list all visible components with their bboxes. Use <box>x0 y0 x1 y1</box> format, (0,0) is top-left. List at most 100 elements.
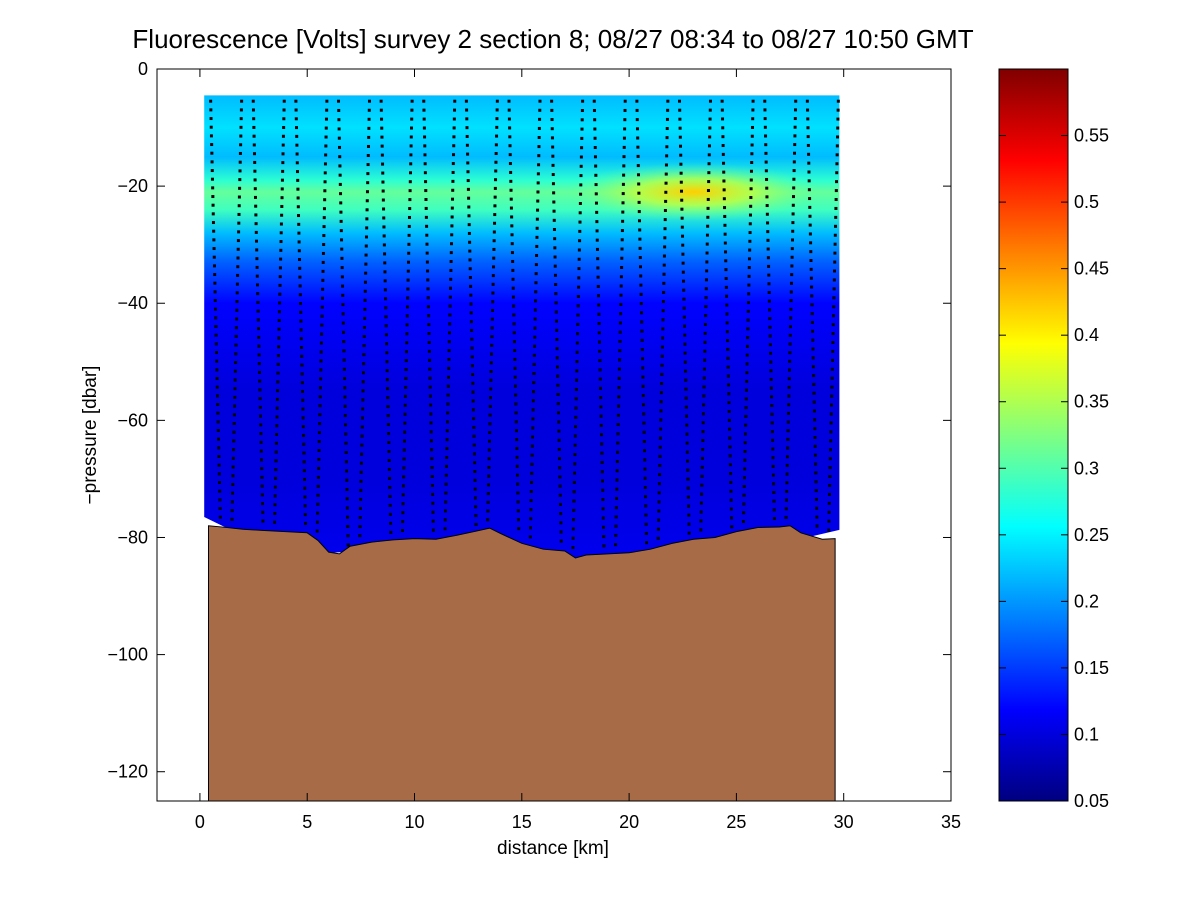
profile-sample <box>744 406 748 410</box>
profile-sample <box>639 283 643 287</box>
profile-sample <box>787 385 791 389</box>
profile-sample <box>579 192 583 196</box>
profile-sample <box>659 409 663 413</box>
profile-sample <box>703 331 707 335</box>
profile-sample <box>344 423 348 427</box>
profile-sample <box>768 308 772 312</box>
profile-sample <box>836 117 840 121</box>
profile-sample <box>550 136 554 140</box>
profile-sample <box>494 160 498 164</box>
profile-sample <box>318 386 322 390</box>
profile-sample <box>786 411 790 415</box>
profile-sample <box>276 371 280 375</box>
profile-sample <box>723 206 727 210</box>
profile-sample <box>239 125 243 129</box>
profile-sample <box>666 108 670 112</box>
profile-sample <box>769 351 773 355</box>
profile-sample <box>659 427 663 431</box>
profile-sample <box>402 439 406 443</box>
profile-sample <box>836 108 840 112</box>
profile-sample <box>509 179 513 183</box>
profile-sample <box>213 290 217 294</box>
profile-sample <box>765 195 769 199</box>
profile-sample <box>685 441 689 445</box>
profile-sample <box>294 108 298 112</box>
profile-sample <box>493 186 497 190</box>
profile-sample <box>256 300 260 304</box>
profile-sample <box>424 215 428 219</box>
profile-sample <box>702 376 706 380</box>
profile-sample <box>658 445 662 449</box>
profile-sample <box>318 404 322 408</box>
profile-cast <box>251 99 265 523</box>
profile-sample <box>829 439 833 443</box>
profile-sample <box>429 421 433 425</box>
profile-sample <box>346 543 350 547</box>
profile-sample <box>685 414 689 418</box>
profile-sample <box>426 296 430 300</box>
profile-sample <box>317 466 321 470</box>
profile-sample <box>832 305 836 309</box>
profile-sample <box>315 520 319 524</box>
profile-sample <box>746 301 750 305</box>
profile-sample <box>708 108 712 112</box>
profile-sample <box>704 287 708 291</box>
profile-sample <box>447 357 451 361</box>
profile-sample <box>704 296 708 300</box>
profile-sample <box>316 484 320 488</box>
profile-sample <box>700 456 704 460</box>
profile-sample <box>277 336 281 340</box>
profile-sample <box>324 135 328 139</box>
profile-sample <box>614 543 618 547</box>
profile-sample <box>574 415 578 419</box>
profile-sample <box>425 260 429 264</box>
profile-sample <box>619 293 623 297</box>
profile-sample <box>235 317 239 321</box>
profile-sample <box>410 99 414 103</box>
profile-sample <box>724 250 728 254</box>
profile-sample <box>789 299 793 303</box>
profile-sample <box>474 505 478 509</box>
profile-sample <box>363 289 367 293</box>
profile-sample <box>533 317 537 321</box>
profile-sample <box>678 108 682 112</box>
profile-sample <box>254 230 258 234</box>
profile-sample <box>742 502 746 506</box>
colorbar-gradient <box>999 69 1068 801</box>
profile-sample <box>784 498 788 502</box>
profile-sample <box>664 190 668 194</box>
profile-sample <box>620 256 624 260</box>
profile-sample <box>340 275 344 279</box>
profile-sample <box>210 169 214 173</box>
profile-sample <box>430 475 434 479</box>
profile-sample <box>787 403 791 407</box>
profile-sample <box>451 162 455 166</box>
profile-sample <box>448 313 452 317</box>
profile-sample <box>278 266 282 270</box>
profile-sample <box>448 304 452 308</box>
profile-sample <box>240 99 244 103</box>
profile-sample <box>493 221 497 225</box>
profile-sample <box>705 260 709 264</box>
profile-sample <box>465 108 469 112</box>
profile-cast <box>209 99 222 519</box>
profile-sample <box>641 366 645 370</box>
profile-sample <box>512 331 516 335</box>
profile-sample <box>728 427 732 431</box>
profile-sample <box>660 345 664 349</box>
profile-sample <box>449 277 453 281</box>
profile-sample <box>210 151 214 155</box>
profile-sample <box>623 99 627 103</box>
profile-sample <box>445 455 449 459</box>
colorbar: 0.050.10.150.20.250.30.350.40.450.50.55 <box>998 68 1109 811</box>
profile-sample <box>619 284 623 288</box>
profile-sample <box>620 247 624 251</box>
profile-sample <box>486 509 490 513</box>
profile-sample <box>404 385 408 389</box>
profile-sample <box>810 285 814 289</box>
profile-sample <box>580 127 584 131</box>
profile-sample <box>469 302 473 306</box>
profile-sample <box>813 427 817 431</box>
profile-sample <box>664 181 668 185</box>
profile-sample <box>257 362 261 366</box>
